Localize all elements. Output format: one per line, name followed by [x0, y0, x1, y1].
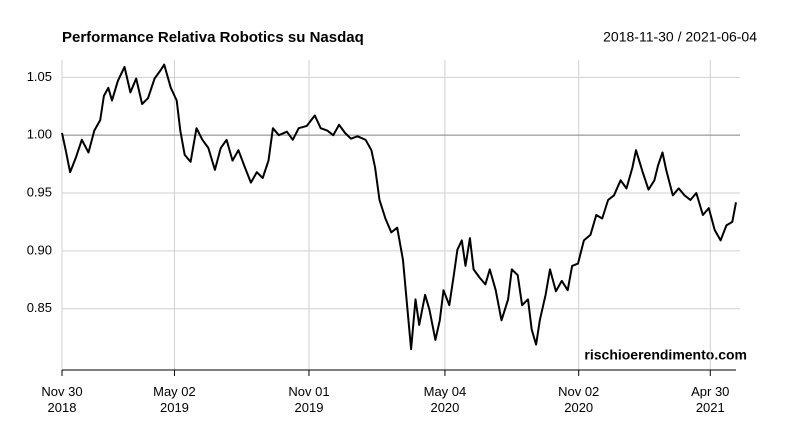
chart-title: Performance Relativa Robotics su Nasdaq	[62, 29, 364, 46]
y-tick-label: 0.85	[27, 300, 52, 315]
y-tick-label: 1.05	[27, 69, 52, 84]
watermark: rischioerendimento.com	[584, 347, 747, 363]
y-tick-label: 1.00	[27, 127, 52, 142]
x-tick-label: May 04 2020	[424, 384, 467, 415]
x-tick-label: Apr 30 2021	[691, 384, 729, 415]
y-tick-label: 0.90	[27, 242, 52, 257]
x-tick-label: Nov 02 2020	[558, 384, 599, 415]
x-tick-label: May 02 2019	[153, 384, 196, 415]
y-tick-label: 0.95	[27, 184, 52, 199]
x-tick-label: Nov 01 2019	[288, 384, 329, 415]
x-tick-label: Nov 30 2018	[41, 384, 82, 415]
date-range: 2018-11-30 / 2021-06-04	[603, 29, 757, 45]
series-line	[61, 63, 737, 351]
